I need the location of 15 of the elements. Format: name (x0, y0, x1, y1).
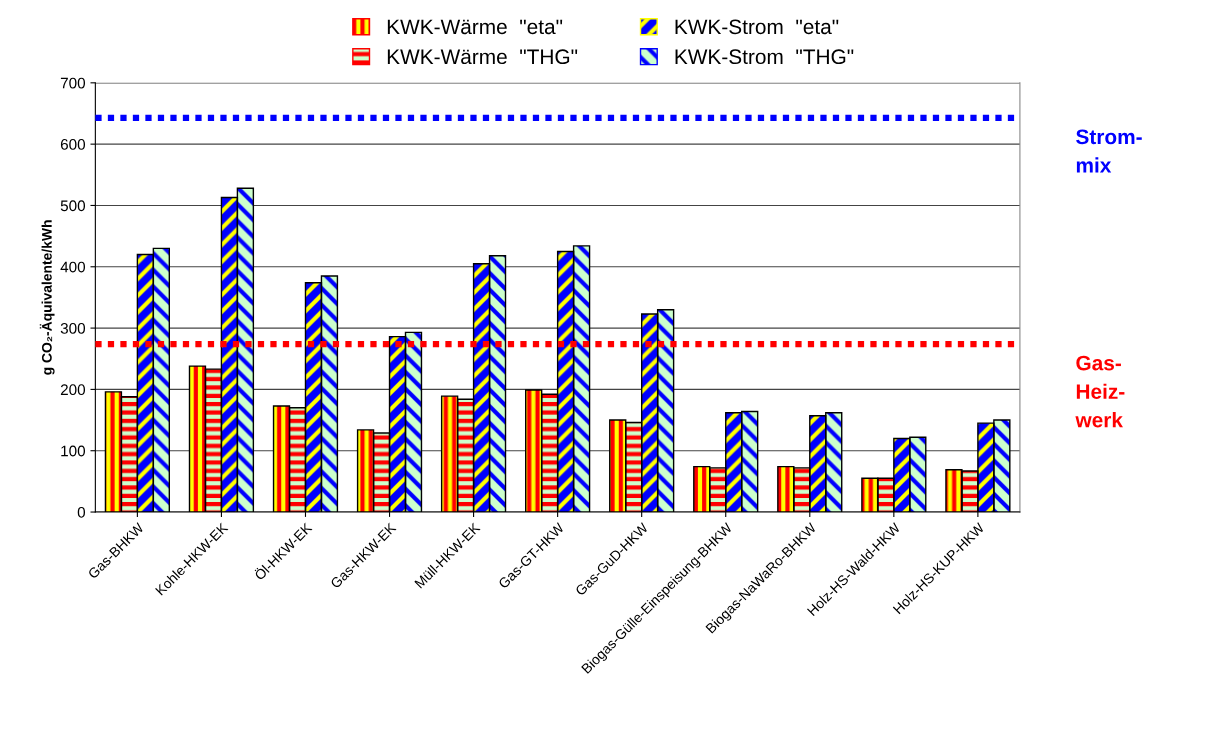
y-tick-label: 0 (77, 506, 86, 518)
y-tick-label: 400 (60, 261, 86, 273)
legend-label: KWK-Wärme "eta" (387, 19, 563, 35)
ref-line-label: Gas- Heiz- werk (1075, 355, 1125, 428)
legend-label: KWK-Strom "THG" (675, 49, 854, 65)
y-tick-label: 500 (60, 200, 86, 212)
y-tick-label: 200 (60, 384, 86, 396)
y-tick-label: 100 (61, 445, 86, 457)
legend-label: KWK-Strom "eta" (675, 19, 839, 35)
y-tick-label: 300 (60, 322, 86, 334)
y-tick-label: 700 (60, 77, 86, 89)
legend-label: KWK-Wärme "THG" (387, 49, 578, 65)
ref-line-label: Strom- mix (1076, 129, 1142, 173)
y-axis-title: g CO₂-Äquivalente/kWh (39, 220, 55, 375)
y-tick-label: 600 (60, 139, 86, 150)
